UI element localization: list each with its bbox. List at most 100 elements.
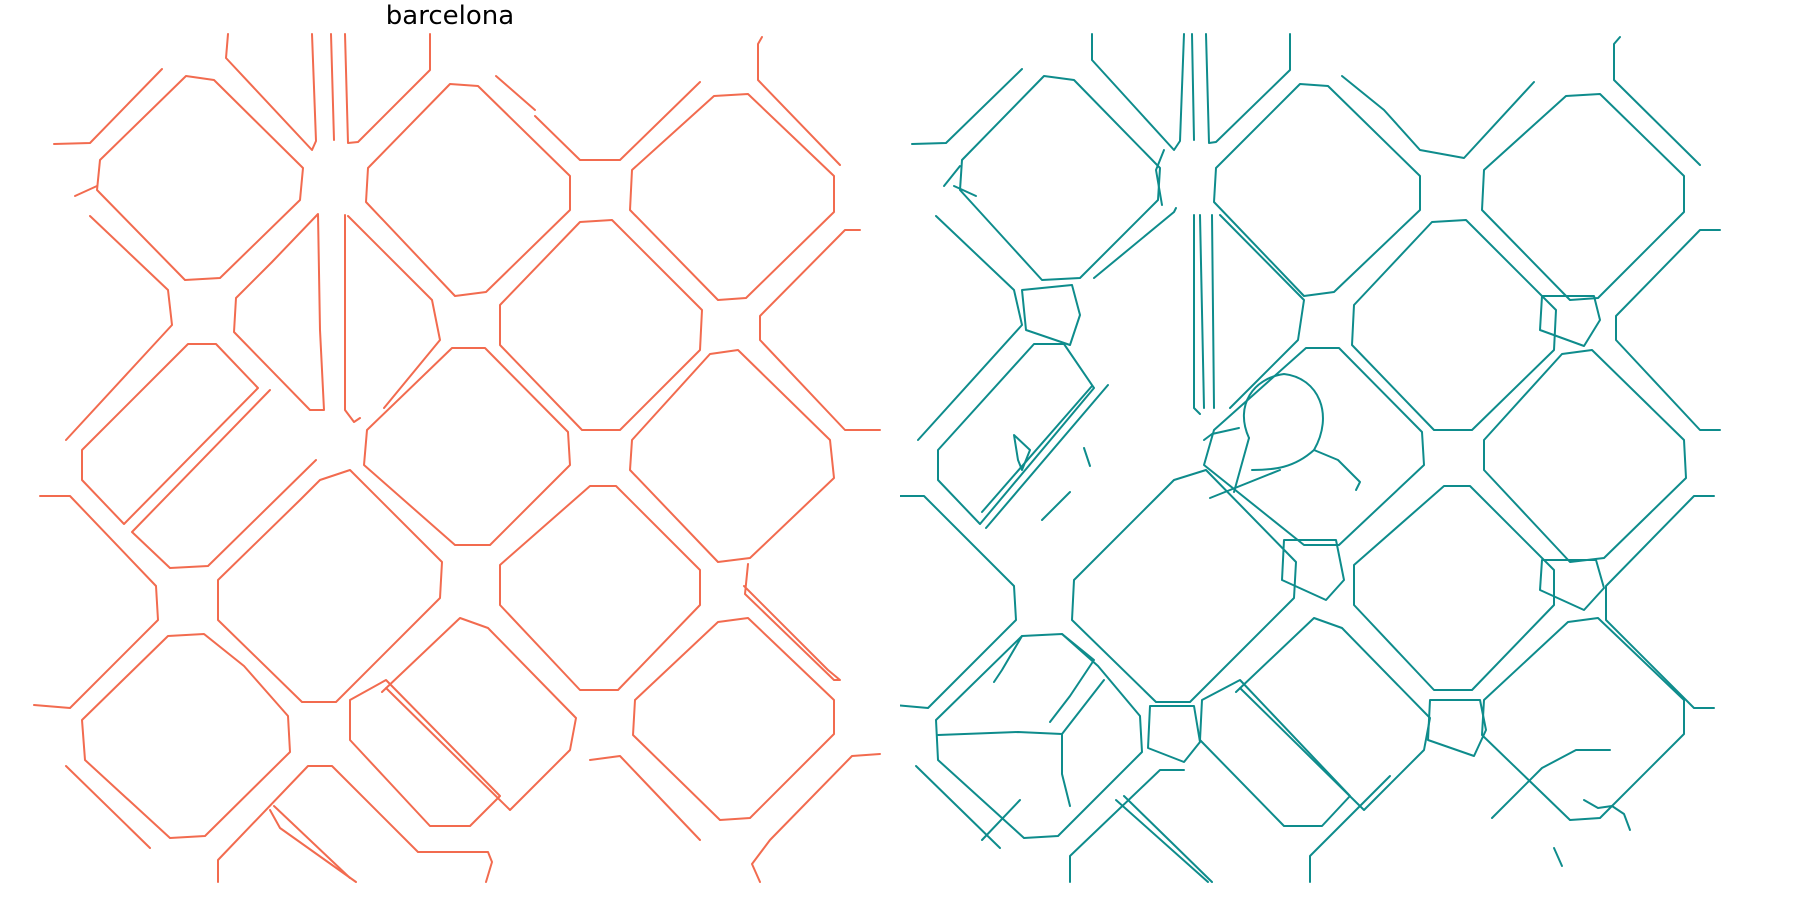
road-segment [915,765,1001,849]
road-segment [1583,799,1631,831]
road-segment [911,68,1023,145]
road-block [1213,83,1421,297]
park-path [1083,447,1091,467]
park-path [1243,373,1324,471]
road-block [1203,347,1425,546]
road-segment [1205,33,1291,144]
road-segment [1115,799,1209,883]
road-segment [1341,75,1535,159]
road-block [499,485,701,691]
road-block [81,343,259,525]
road-block [935,633,1143,839]
road-block [499,219,703,431]
road-segment [1309,775,1391,883]
park-path [1209,469,1281,499]
road-block [1481,93,1685,301]
road-segment [1211,214,1215,409]
road-segment [757,36,841,166]
right-road-network [900,33,1721,883]
road-segment [381,617,577,811]
road-block [629,93,835,301]
road-block [365,83,571,297]
road-block [1013,434,1031,471]
road-segment [1049,633,1095,723]
park-path [1233,437,1250,493]
road-segment [1193,214,1201,415]
road-block [1071,469,1297,703]
road-segment [993,635,1023,683]
road-segment [1235,617,1431,811]
road-segment [985,384,1109,529]
road-block [1281,539,1345,601]
road-block [1147,705,1201,763]
road-segment [953,185,977,197]
road-segment [65,765,151,849]
road-segment [943,165,961,187]
road-block [1199,679,1351,827]
road-segment [74,185,98,197]
road-segment [53,68,163,145]
figure-title: barcelona [385,1,515,31]
road-block [959,75,1161,281]
road-segment [759,229,881,431]
road-segment [751,753,881,883]
road-segment [33,495,159,709]
road-segment [1155,149,1165,206]
park-path [1313,449,1361,491]
road-block [1021,284,1081,346]
park-path [1041,491,1071,521]
road-segment [534,81,701,161]
road-segment [1199,214,1205,409]
road-segment [495,75,536,111]
road-segment [347,215,441,409]
road-segment [1491,749,1611,819]
left-road-network [33,33,881,883]
road-segment [900,495,1017,709]
road-segment [344,214,361,423]
road-segment [1123,795,1213,883]
road-block [96,75,304,281]
road-block [1353,485,1555,691]
road-block [1091,33,1185,151]
road-block [1351,219,1557,431]
road-segment [1061,733,1071,807]
road-segment [225,33,317,151]
road-block [1483,349,1687,563]
road-segment [269,809,357,883]
road-block [363,347,571,546]
road-segment [1605,495,1715,709]
road-block [233,213,325,411]
right-road-map [900,33,1721,883]
left-road-map [33,33,881,883]
park-path [1203,427,1240,441]
road-block [349,679,501,827]
road-segment [217,765,493,883]
road-segment [981,385,1093,513]
road-segment [917,215,1023,441]
road-segment [1219,214,1305,409]
road-segment [937,679,1105,736]
road-segment [330,33,335,141]
road-block [1539,295,1601,347]
road-block [81,633,291,839]
road-segment [273,805,351,879]
road-block [629,349,835,563]
road-segment [1553,847,1563,867]
road-segment [1093,207,1177,279]
road-segment [344,33,431,144]
road-block [1427,699,1487,757]
road-block [937,343,1095,525]
road-block [1481,617,1685,821]
road-segment [1191,33,1195,141]
road-segment [589,755,701,841]
road-segment [65,215,173,441]
road-segment [1069,769,1185,883]
road-block [632,617,835,821]
road-block [217,469,443,703]
road-segment [981,799,1021,841]
road-block [743,563,841,681]
road-segment [131,389,317,569]
road-segment [1613,36,1701,166]
road-segment [1615,229,1721,431]
road-block [1539,559,1605,611]
